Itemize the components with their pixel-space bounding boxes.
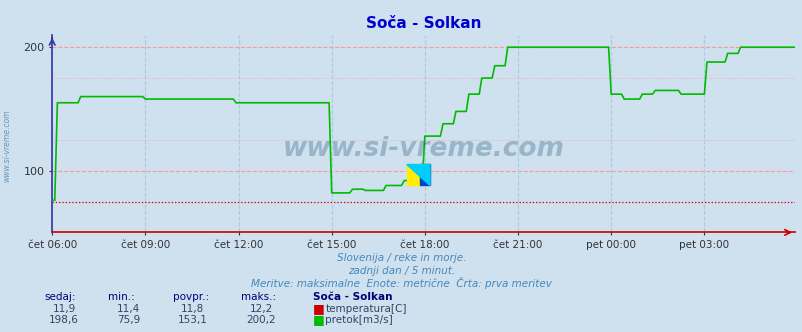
Text: 12,2: 12,2 — [249, 304, 272, 314]
Text: temperatura[C]: temperatura[C] — [325, 304, 406, 314]
Polygon shape — [407, 164, 430, 186]
Text: Slovenija / reke in morje.: Slovenija / reke in morje. — [336, 253, 466, 263]
Text: 153,1: 153,1 — [177, 315, 208, 325]
Text: 11,8: 11,8 — [181, 304, 204, 314]
Title: Soča - Solkan: Soča - Solkan — [366, 16, 480, 31]
Text: maks.:: maks.: — [241, 292, 276, 302]
Text: zadnji dan / 5 minut.: zadnji dan / 5 minut. — [347, 266, 455, 276]
Text: 200,2: 200,2 — [246, 315, 275, 325]
Text: www.si-vreme.com: www.si-vreme.com — [2, 110, 11, 182]
Bar — [407, 164, 430, 186]
Text: min.:: min.: — [108, 292, 135, 302]
Bar — [419, 164, 430, 186]
Text: pretok[m3/s]: pretok[m3/s] — [325, 315, 392, 325]
Text: 198,6: 198,6 — [49, 315, 79, 325]
Text: ■: ■ — [313, 302, 325, 315]
Text: ■: ■ — [313, 313, 325, 326]
Text: Soča - Solkan: Soča - Solkan — [313, 292, 392, 302]
Text: povpr.:: povpr.: — [172, 292, 209, 302]
Text: www.si-vreme.com: www.si-vreme.com — [282, 136, 564, 162]
Text: Meritve: maksimalne  Enote: metrične  Črta: prva meritev: Meritve: maksimalne Enote: metrične Črta… — [251, 277, 551, 289]
Text: 75,9: 75,9 — [117, 315, 140, 325]
Text: sedaj:: sedaj: — [44, 292, 75, 302]
Text: 11,9: 11,9 — [53, 304, 75, 314]
Text: 11,4: 11,4 — [117, 304, 140, 314]
